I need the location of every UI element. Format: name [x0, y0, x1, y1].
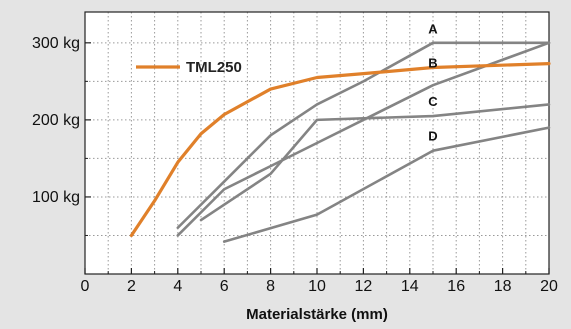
x-tick-label: 16 — [447, 278, 465, 295]
series-lines — [129, 41, 551, 243]
series-line-b — [176, 41, 551, 237]
x-tick-labels: 0 2 4 6 8 10 12 14 16 18 20 — [81, 278, 558, 295]
x-tick-label: 8 — [266, 278, 275, 295]
y-tick-label: 300 kg — [32, 35, 80, 52]
x-tick-label: 2 — [127, 278, 136, 295]
series-annotation-d: D — [428, 129, 437, 144]
series-line-d — [222, 126, 551, 243]
axes — [84, 11, 550, 275]
series-line-tml250 — [129, 62, 551, 238]
y-tick-label: 200 kg — [32, 112, 80, 129]
series-annotations: A B C D — [428, 22, 438, 144]
legend: TML250 — [136, 59, 242, 76]
x-tick-label: 14 — [401, 278, 419, 295]
x-tick-label: 4 — [173, 278, 182, 295]
series-line-c — [199, 103, 551, 222]
x-tick-label: 18 — [494, 278, 512, 295]
y-tick-label: 100 kg — [32, 189, 80, 206]
x-tick-label: 12 — [355, 278, 373, 295]
series-annotation-b: B — [428, 55, 437, 70]
x-tick-label: 20 — [540, 278, 558, 295]
series-line-a — [176, 41, 551, 230]
legend-label-tml250: TML250 — [186, 59, 242, 76]
x-tick-label: 0 — [81, 278, 90, 295]
series-annotation-c: C — [428, 94, 438, 109]
y-tick-labels: 100 kg 200 kg 300 kg — [32, 35, 80, 206]
x-tick-label: 6 — [220, 278, 229, 295]
x-tick-label: 10 — [308, 278, 326, 295]
series-annotation-a: A — [428, 22, 438, 37]
x-axis-label: Materialstärke (mm) — [246, 306, 388, 323]
